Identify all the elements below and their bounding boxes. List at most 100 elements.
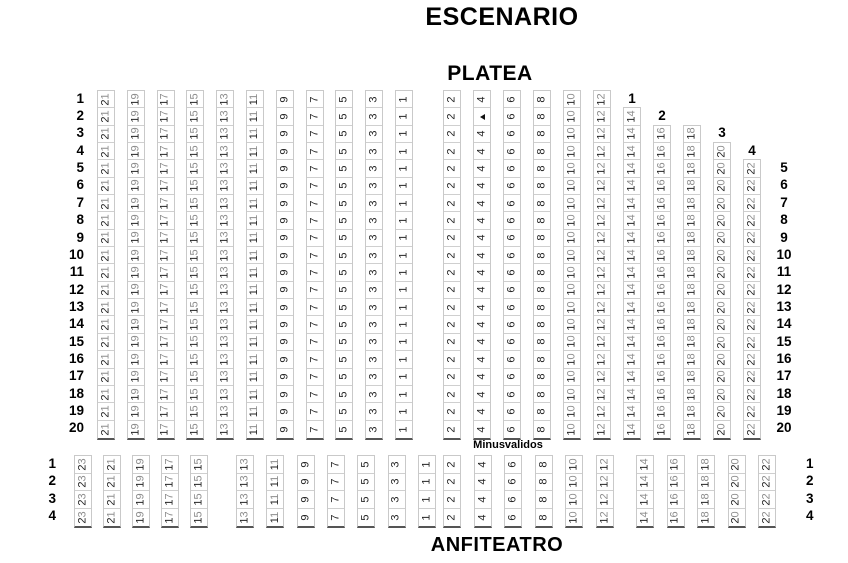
seat-19-row-19[interactable]: 19 — [127, 403, 144, 421]
seat-15-row-15[interactable]: 15 — [187, 334, 204, 352]
seat-17-row-1[interactable]: 17 — [157, 91, 174, 109]
seat-17-row-18[interactable]: 17 — [157, 386, 174, 404]
seat-7-row-11[interactable]: 7 — [306, 264, 323, 282]
seat-7-row-9[interactable]: 7 — [306, 230, 323, 248]
seat-10-row-15[interactable]: 10 — [564, 334, 580, 352]
seat-12-row-15[interactable]: 12 — [594, 334, 610, 352]
seat-19-row-20[interactable]: 19 — [128, 421, 144, 438]
seat-12-row-5[interactable]: 12 — [594, 160, 610, 178]
seat-6-row-14[interactable]: 6 — [504, 316, 520, 334]
seat-3-row-14[interactable]: 3 — [366, 316, 383, 334]
seat-2-row-16[interactable]: 2 — [444, 351, 460, 369]
seat-1-row-2[interactable]: 1 — [418, 474, 435, 491]
seat-21-row-9[interactable]: 21 — [98, 230, 114, 248]
seat-16-row-12[interactable]: 16 — [654, 282, 670, 300]
seat-1-row-15[interactable]: 1 — [396, 334, 412, 352]
seat-5-row-3[interactable]: 5 — [336, 126, 353, 144]
seat-13-row-8[interactable]: 13 — [217, 212, 234, 230]
seat-4-row-11[interactable]: 4 — [474, 264, 490, 282]
seat-21-row-12[interactable]: 21 — [98, 282, 114, 300]
seat-1-row-20[interactable]: 1 — [396, 421, 412, 438]
seat-3-row-8[interactable]: 3 — [366, 212, 383, 230]
seat-12-row-6[interactable]: 12 — [594, 178, 610, 196]
seat-6-row-1[interactable]: 6 — [505, 456, 522, 474]
seat-6-row-8[interactable]: 6 — [504, 212, 520, 230]
seat-18-row-19[interactable]: 18 — [684, 403, 700, 421]
seat-3-row-2[interactable]: 3 — [388, 474, 405, 491]
seat-22-row-11[interactable]: 22 — [744, 264, 760, 282]
seat-8-row-7[interactable]: 8 — [534, 195, 550, 213]
seat-13-row-7[interactable]: 13 — [217, 195, 234, 213]
seat-1-row-9[interactable]: 1 — [396, 230, 412, 248]
seat-16-row-8[interactable]: 16 — [654, 212, 670, 230]
seat-14-row-13[interactable]: 14 — [624, 299, 640, 317]
seat-12-row-13[interactable]: 12 — [594, 299, 610, 317]
seat-7-row-2[interactable]: 7 — [327, 474, 344, 491]
seat-8-row-8[interactable]: 8 — [534, 212, 550, 230]
seat-16-row-6[interactable]: 16 — [654, 178, 670, 196]
seat-5-row-5[interactable]: 5 — [336, 160, 353, 178]
seat-5-row-11[interactable]: 5 — [336, 264, 353, 282]
seat-17-row-15[interactable]: 17 — [157, 334, 174, 352]
seat-5-row-13[interactable]: 5 — [336, 299, 353, 317]
seat-4-row-17[interactable]: 4 — [474, 369, 490, 386]
seat-13-row-20[interactable]: 13 — [217, 421, 233, 438]
seat-7-row-6[interactable]: 7 — [306, 178, 323, 196]
seat-9-row-19[interactable]: 9 — [276, 403, 293, 421]
seat-6-row-5[interactable]: 6 — [504, 160, 520, 178]
seat-10-row-1[interactable]: 10 — [564, 91, 580, 109]
seat-13-row-15[interactable]: 13 — [217, 334, 234, 352]
seat-22-row-6[interactable]: 22 — [744, 178, 760, 196]
seat-15-row-2[interactable]: 15 — [187, 108, 204, 126]
seat-1-row-19[interactable]: 1 — [396, 403, 412, 421]
seat-7-row-10[interactable]: 7 — [306, 247, 323, 265]
seat-19-row-17[interactable]: 19 — [127, 369, 144, 386]
seat-15-row-11[interactable]: 15 — [187, 264, 204, 282]
seat-4-row-6[interactable]: 4 — [474, 178, 490, 196]
seat-22-row-7[interactable]: 22 — [744, 195, 760, 213]
seat-14-row-3[interactable]: 14 — [624, 126, 640, 144]
seat-6-row-13[interactable]: 6 — [504, 299, 520, 317]
seat-1-row-4[interactable]: 1 — [419, 509, 435, 527]
seat-2-row-1[interactable]: 2 — [444, 91, 460, 109]
seat-2-row-2[interactable]: 2 — [444, 108, 460, 126]
seat-22-row-4[interactable]: 22 — [759, 509, 775, 527]
seat-17-row-1[interactable]: 17 — [162, 456, 178, 474]
seat-11-row-14[interactable]: 11 — [247, 316, 263, 334]
seat-19-row-13[interactable]: 19 — [127, 299, 144, 317]
seat-12-row-10[interactable]: 12 — [594, 247, 610, 265]
seat-21-row-4[interactable]: 21 — [98, 143, 114, 161]
seat-11-row-2[interactable]: 11 — [267, 474, 284, 491]
seat-18-row-20[interactable]: 18 — [684, 421, 700, 438]
seat-19-row-9[interactable]: 19 — [127, 230, 144, 248]
seat-4-row-15[interactable]: 4 — [474, 334, 490, 352]
seat-22-row-13[interactable]: 22 — [744, 299, 760, 317]
seat-13-row-19[interactable]: 13 — [217, 403, 234, 421]
seat-9-row-3[interactable]: 9 — [276, 126, 293, 144]
seat-8-row-6[interactable]: 8 — [534, 178, 550, 196]
seat-9-row-1[interactable]: 9 — [297, 456, 314, 474]
seat-23-row-1[interactable]: 23 — [75, 456, 91, 474]
seat-1-row-8[interactable]: 1 — [396, 212, 412, 230]
seat-13-row-13[interactable]: 13 — [217, 299, 234, 317]
seat-18-row-15[interactable]: 18 — [684, 334, 700, 352]
seat-14-row-16[interactable]: 14 — [624, 351, 640, 369]
seat-17-row-12[interactable]: 17 — [157, 282, 174, 300]
seat-21-row-3[interactable]: 21 — [104, 491, 120, 509]
seat-5-row-19[interactable]: 5 — [336, 403, 353, 421]
seat-8-row-11[interactable]: 8 — [534, 264, 550, 282]
seat-13-row-10[interactable]: 13 — [217, 247, 234, 265]
seat-15-row-2[interactable]: 15 — [191, 474, 207, 491]
seat-6-row-15[interactable]: 6 — [504, 334, 520, 352]
seat-4-row-19[interactable]: 4 — [474, 403, 490, 421]
seat-3-row-16[interactable]: 3 — [366, 351, 383, 369]
seat-19-row-1[interactable]: 19 — [133, 456, 149, 474]
seat-16-row-5[interactable]: 16 — [654, 160, 670, 178]
seat-22-row-16[interactable]: 22 — [744, 351, 760, 369]
seat-17-row-6[interactable]: 17 — [157, 178, 174, 196]
seat-10-row-6[interactable]: 10 — [564, 178, 580, 196]
seat-14-row-10[interactable]: 14 — [624, 247, 640, 265]
seat-9-row-20[interactable]: 9 — [277, 421, 293, 438]
seat-20-row-17[interactable]: 20 — [714, 369, 730, 386]
seat-20-row-10[interactable]: 20 — [714, 247, 730, 265]
